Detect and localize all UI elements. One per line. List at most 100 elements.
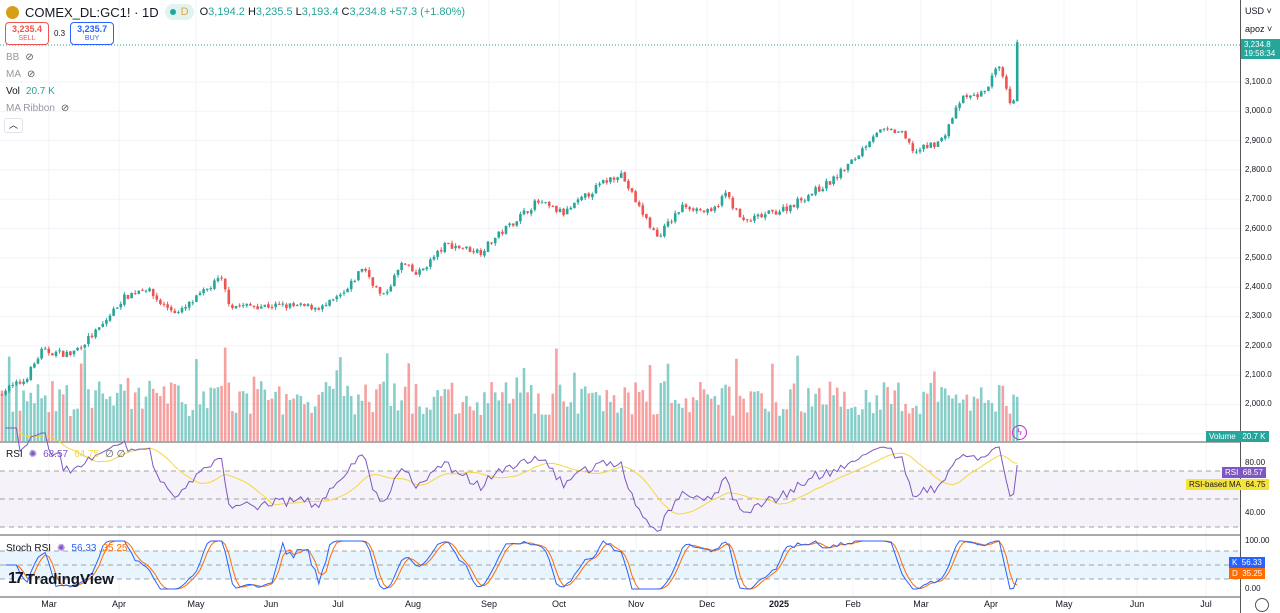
- buy-button[interactable]: 3,235.7 BUY: [70, 22, 115, 45]
- volume-bar: [1012, 394, 1015, 441]
- candle-body: [360, 268, 364, 272]
- volume-bar: [817, 388, 821, 441]
- rsi-band: [0, 471, 1240, 527]
- sell-button[interactable]: 3,235.4 SELL: [5, 22, 49, 45]
- volume-bar: [583, 386, 587, 441]
- volume-bar: [371, 412, 375, 441]
- candle-body: [277, 303, 281, 305]
- indicator-volume[interactable]: Vol 20.7 K: [6, 86, 55, 97]
- candle-body: [641, 205, 645, 215]
- candle-body: [259, 306, 263, 309]
- symbol-title[interactable]: COMEX_DL:GC1! · 1D: [25, 4, 159, 20]
- candle-body: [529, 210, 533, 214]
- candle-body: [551, 206, 555, 208]
- candle-body: [72, 350, 76, 355]
- chart-canvas[interactable]: [0, 0, 1240, 613]
- candle-body: [1015, 42, 1019, 102]
- volume-bar: [594, 392, 598, 441]
- hidden-eye-icon[interactable]: ⊘: [60, 103, 70, 114]
- hidden-eye-icon[interactable]: ⊘: [25, 52, 34, 63]
- volume-bar: [36, 384, 40, 441]
- candle-body: [364, 268, 367, 271]
- volume-tag: Volume 20.7 K: [1206, 431, 1269, 442]
- volume-bar: [97, 381, 101, 441]
- volume-bar: [396, 410, 400, 441]
- volume-bar: [997, 385, 1001, 441]
- candle-body: [245, 303, 249, 306]
- price-axis[interactable]: USD ˅ apoz ˅ 3,234.8 19:58:34 3,100.0 3,00…: [1240, 0, 1280, 613]
- candle-body: [648, 217, 652, 228]
- indicator-ma[interactable]: MA ⊘: [6, 69, 36, 80]
- volume-bar: [94, 390, 97, 441]
- candle-body: [861, 148, 864, 157]
- candle-body: [583, 193, 587, 198]
- currency-select[interactable]: USD ˅: [1245, 6, 1272, 16]
- volume-bar: [929, 383, 933, 441]
- candle-body: [61, 350, 65, 357]
- candle-body: [310, 304, 313, 310]
- rsi-ma-value: 64.75: [74, 449, 100, 460]
- indicator-bb[interactable]: BB ⊘: [6, 52, 34, 63]
- volume-bar: [879, 409, 882, 441]
- candle-body: [87, 335, 90, 345]
- volume-bar: [835, 387, 839, 441]
- volume-bar: [857, 414, 861, 441]
- collapse-legend-button[interactable]: ︿: [4, 118, 23, 133]
- candle-body: [587, 193, 591, 197]
- volume-bar: [148, 380, 151, 441]
- volume-bar: [634, 382, 637, 441]
- candle-body: [11, 384, 15, 386]
- volume-bar: [853, 406, 857, 441]
- hidden-eye-icon[interactable]: ⊘: [27, 69, 36, 80]
- stoch-rsi-title[interactable]: Stoch RSI: [6, 543, 52, 554]
- volume-bar: [742, 398, 745, 441]
- unit-select[interactable]: apoz ˅: [1245, 24, 1273, 34]
- volume-bar: [133, 392, 137, 441]
- source-circle-icon: ∅ ∅: [105, 449, 126, 460]
- candle-body: [814, 187, 817, 195]
- volume-bar: [436, 390, 439, 441]
- volume-bar: [29, 392, 33, 441]
- candle-body: [605, 180, 609, 183]
- candle-body: [688, 207, 691, 210]
- volume-bar: [540, 414, 544, 441]
- candle-body: [36, 358, 40, 364]
- volume-bar: [461, 402, 465, 441]
- candle-body: [508, 223, 511, 226]
- volume-bar: [187, 415, 191, 441]
- volume-bar: [137, 387, 141, 441]
- volume-bar: [306, 402, 310, 441]
- candle-body: [893, 129, 897, 133]
- volume-bar: [234, 412, 238, 441]
- volume-bar: [486, 403, 490, 441]
- settings-gear-icon[interactable]: [1255, 598, 1269, 612]
- volume-bar: [843, 391, 846, 441]
- volume-bar: [0, 390, 4, 441]
- volume-bar: [699, 382, 702, 441]
- candle-body: [274, 303, 277, 308]
- candle-body: [526, 211, 529, 213]
- volume-bar: [648, 364, 652, 441]
- candle-body: [630, 188, 634, 192]
- candle-body: [317, 308, 321, 310]
- candle-body: [979, 91, 983, 97]
- volume-bar: [900, 411, 904, 441]
- candle-body: [493, 237, 497, 244]
- volume-bar: [702, 389, 706, 441]
- volume-bar: [40, 398, 43, 441]
- tradingview-logo[interactable]: 17 TradingView: [8, 570, 114, 588]
- rsi-title[interactable]: RSI: [6, 449, 23, 460]
- volume-bar: [450, 382, 454, 441]
- indicator-ma-ribbon[interactable]: MA Ribbon ⊘: [6, 103, 70, 114]
- lightning-event-icon[interactable]: ϟ: [1012, 425, 1027, 440]
- candle-body: [663, 225, 666, 237]
- candle-body: [1008, 88, 1012, 104]
- time-axis-label: Oct: [551, 599, 567, 609]
- candle-body: [25, 379, 29, 382]
- candle-body: [940, 138, 943, 142]
- market-status-badge[interactable]: D: [164, 4, 194, 20]
- candle-body: [43, 348, 47, 350]
- candle-body: [51, 353, 54, 356]
- candle-body: [69, 351, 72, 356]
- tv-logo-icon: 17: [8, 570, 24, 587]
